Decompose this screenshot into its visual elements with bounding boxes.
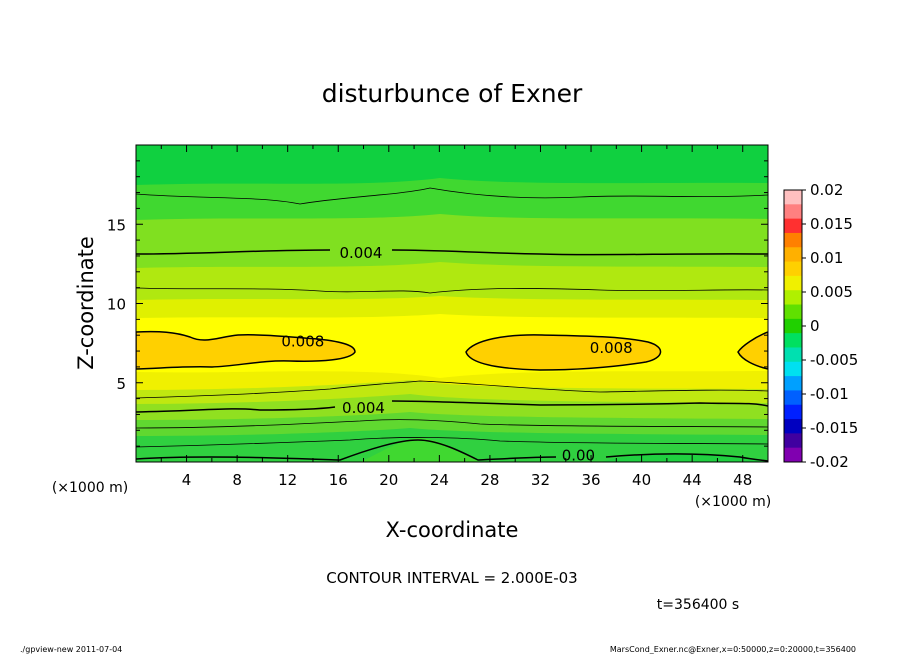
y-tick-label: 15 [107,216,126,234]
lobe-orange-right [737,331,768,370]
plot-area: 0.004 0.008 0.008 0.004 0.00 [136,145,768,465]
contour-line [136,437,768,448]
colorbar-swatch [784,232,802,248]
x-axis: 4 8 12 16 20 24 28 32 36 40 44 48 [160,145,752,489]
band-z1 [136,428,768,462]
colorbar-tick-label: 0.02 [810,181,843,199]
y-tick-label: 5 [116,375,126,393]
footer-right: MarsCond_Exner.nc@Exner,x=0:50000,z=0:20… [610,645,856,654]
x-tick-label: 20 [379,471,398,489]
x-tick-label: 36 [581,471,600,489]
x-tick-label: 44 [683,471,702,489]
colorbar-swatch [784,333,802,348]
x-axis-label: X-coordinate [386,518,519,542]
colorbar-swatch [784,376,802,391]
colorbar-tick-label: -0.01 [810,385,849,403]
contour-labels: 0.004 0.008 0.008 0.004 0.00 [281,244,633,465]
colorbar-tick-label: 0.005 [810,283,853,301]
contour-line [136,380,768,399]
colorbar-swatch [784,204,802,220]
colorbar-swatch [784,218,802,234]
colorbar-swatch [784,433,802,449]
contour-line [136,419,768,429]
colorbar-tick-label: 0.01 [810,249,843,267]
x-tick-label: 32 [531,471,550,489]
colorbar-tick-label: 0 [810,317,820,335]
colorbar-swatch [784,247,802,263]
lobe-orange-center [465,334,662,371]
colorbar-swatch [784,275,802,291]
colorbar-swatch [784,361,802,377]
x-tick-label: 24 [430,471,449,489]
colorbar-swatch [784,390,802,406]
x-tick-label: 8 [232,471,242,489]
colorbar-swatch [784,290,802,306]
lobe-orange-left [136,330,356,370]
contour-label: 0.008 [281,333,324,351]
colorbar-tick-label: -0.015 [810,419,858,437]
x-tick-label: 4 [182,471,192,489]
x-tick-label: 40 [632,471,651,489]
chart-title: disturbunce of Exner [322,79,583,108]
colorbar-swatch [784,347,802,363]
contour-label: 0.004 [340,244,383,262]
colorbar-tick-label: -0.02 [810,453,849,471]
contour-lines [136,187,768,462]
contour-label: 0.004 [342,399,385,417]
footer-left: ./gpview-new 2011-07-04 [20,645,122,654]
colorbar-swatch [784,447,802,463]
y-tick-label: 10 [107,296,126,314]
colorbar-swatch [784,304,802,320]
contour-line [136,400,768,413]
colorbar-swatch [784,190,802,205]
x-unit-left: (×1000 m) [52,480,128,496]
contour-label: 0.00 [562,447,595,465]
contour-line [136,187,768,205]
colorbar-tick-label: 0.015 [810,215,853,233]
colorbar-tick-label: -0.005 [810,351,858,369]
contour-line [136,287,768,294]
x-tick-label: 28 [480,471,499,489]
colorbar: 0.02 0.015 0.01 0.005 0 -0.005 -0.01 -0.015 -0.0… [783,181,858,471]
x-tick-label: 48 [733,471,752,489]
lobe-bottom-center [360,438,480,462]
contour-label: 0.008 [590,339,633,357]
contour-line [136,249,768,256]
y-axis: 5 10 15 [107,160,768,447]
x-tick-label: 16 [329,471,348,489]
colorbar-swatch [784,419,802,434]
contour-interval: CONTOUR INTERVAL = 2.000E-03 [326,569,577,587]
colorbar-swatch [784,261,802,277]
x-unit-right: (×1000 m) [695,494,771,510]
colorbar-swatch [784,404,802,420]
y-axis-label: Z-coordinate [74,236,98,370]
colorbar-swatch [784,318,802,334]
x-tick-label: 12 [278,471,297,489]
time-label: t=356400 s [657,597,739,613]
